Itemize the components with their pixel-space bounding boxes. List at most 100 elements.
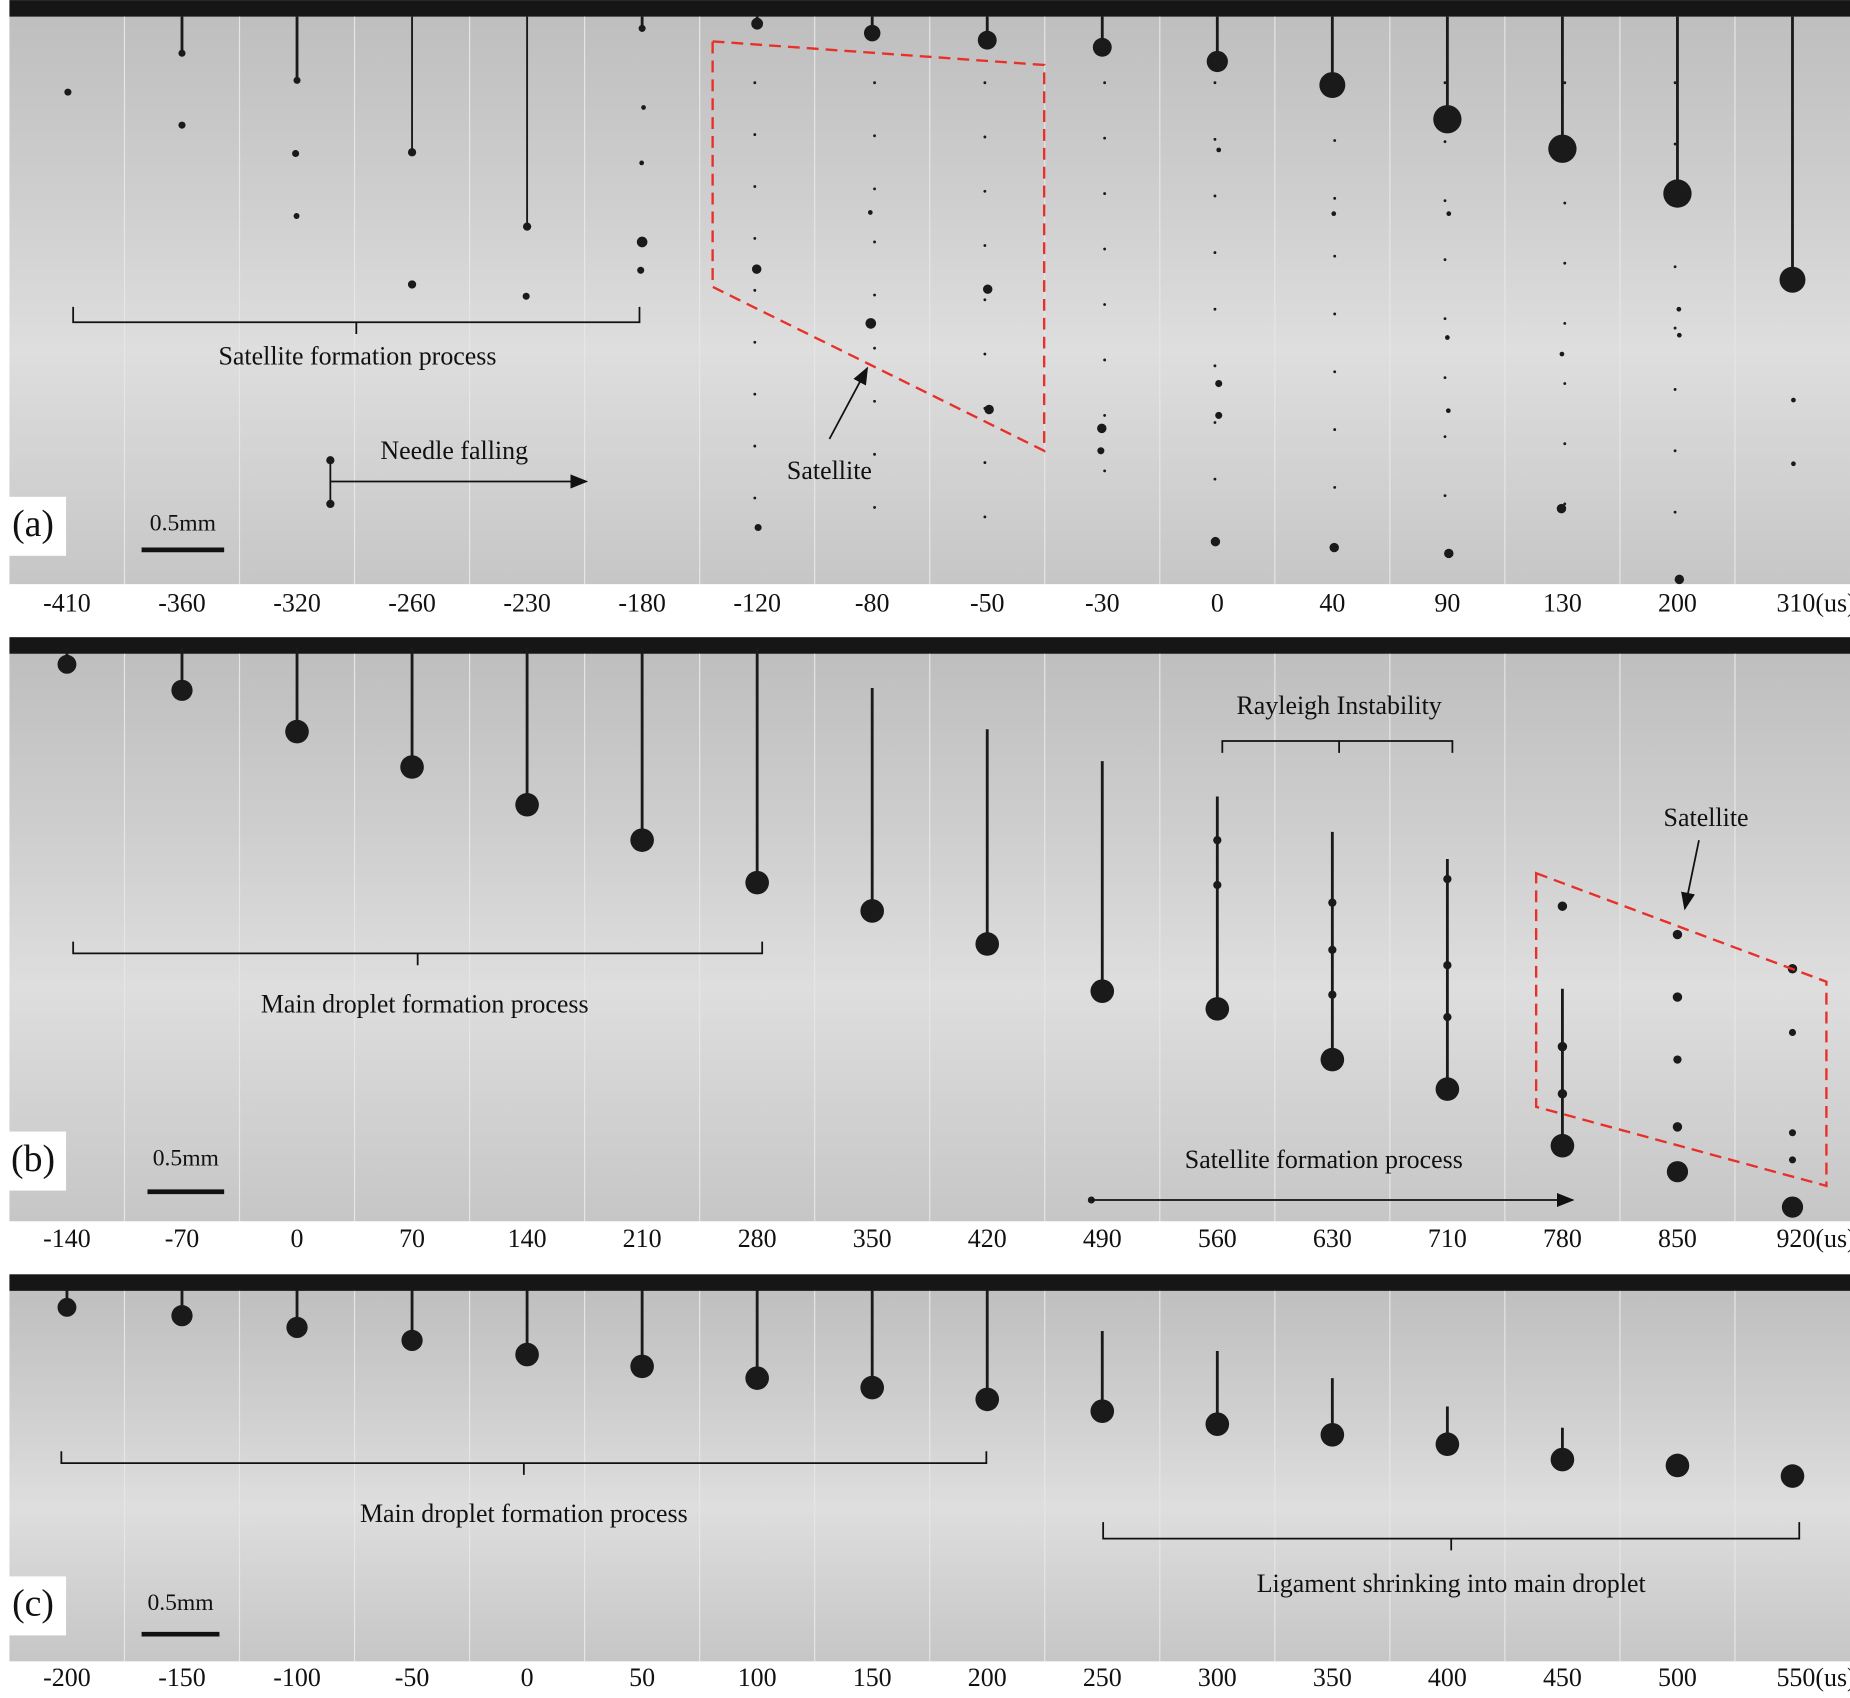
droplet xyxy=(1320,1047,1345,1072)
annotation: Needle falling xyxy=(380,436,528,465)
satellite-droplet xyxy=(1557,1041,1568,1052)
satellite-droplet xyxy=(1328,945,1337,955)
droplet xyxy=(57,654,77,674)
satellite-droplet xyxy=(983,81,987,85)
annotation: Main droplet formation process xyxy=(261,989,589,1018)
satellite-droplet xyxy=(1213,421,1217,424)
time-label: -140 xyxy=(43,1224,91,1253)
droplet xyxy=(178,49,186,57)
time-label: 0 xyxy=(521,1663,534,1692)
satellite-droplet xyxy=(1673,449,1677,453)
annotation: 0.5mm xyxy=(147,1590,213,1616)
annotation: Satellite formation process xyxy=(218,342,496,371)
annotation: (b) xyxy=(11,1138,55,1180)
highlight-box xyxy=(711,40,1046,453)
satellite-droplet xyxy=(641,105,646,110)
satellite-droplet xyxy=(983,406,987,410)
time-label: -100 xyxy=(273,1663,321,1692)
satellite-droplet xyxy=(1557,1089,1568,1099)
satellite-droplet xyxy=(1103,136,1107,140)
time-label: 150 xyxy=(853,1663,892,1692)
satellite-droplet xyxy=(751,264,762,274)
droplet xyxy=(630,828,654,852)
droplet xyxy=(1205,997,1230,1021)
satellite-droplet xyxy=(753,496,757,500)
satellite-droplet xyxy=(753,237,757,240)
highlight-box xyxy=(1534,871,1828,1188)
time-label: 350 xyxy=(1313,1663,1352,1692)
annotation: Rayleigh Instability xyxy=(1236,691,1441,720)
bracket xyxy=(1102,1522,1801,1551)
satellite-droplet xyxy=(326,456,335,465)
satellite-droplet xyxy=(1674,574,1685,585)
satellite-droplet xyxy=(1103,358,1107,362)
annotation: (c) xyxy=(12,1583,54,1625)
time-label: 400 xyxy=(1428,1663,1467,1692)
nozzle-band xyxy=(9,637,1850,654)
label-box xyxy=(4,1131,67,1191)
satellite-droplet xyxy=(1216,147,1222,153)
droplet xyxy=(977,30,997,50)
droplet xyxy=(1779,266,1806,293)
satellite-droplet xyxy=(1333,428,1337,431)
time-label: 50 xyxy=(629,1663,655,1692)
satellite-droplet xyxy=(1333,312,1337,316)
time-label: -260 xyxy=(388,588,436,617)
satellite-droplet xyxy=(1103,81,1107,85)
time-label: 300 xyxy=(1198,1663,1237,1692)
satellite-droplet xyxy=(1333,196,1337,200)
satellite-droplet xyxy=(1103,413,1107,417)
time-label: -50 xyxy=(970,588,1005,617)
satellite-droplet xyxy=(522,222,532,231)
satellite-droplet xyxy=(753,392,757,396)
satellite-droplet xyxy=(1673,265,1677,269)
satellite-droplet xyxy=(1445,335,1450,340)
satellite-droplet xyxy=(292,149,300,158)
droplet xyxy=(860,899,885,923)
satellite-droplet xyxy=(1791,461,1796,467)
time-label: 130 xyxy=(1543,588,1582,617)
satellite-droplet xyxy=(1103,469,1107,473)
satellite-droplet xyxy=(1673,142,1677,146)
satellite-droplet xyxy=(1328,898,1337,907)
annotation: Satellite xyxy=(787,456,872,485)
droplet xyxy=(515,1342,539,1367)
bracket xyxy=(60,1451,988,1475)
time-label: -320 xyxy=(273,588,321,617)
droplet xyxy=(1090,979,1115,1003)
time-label: 560 xyxy=(1198,1224,1237,1253)
satellite-droplet xyxy=(293,213,300,219)
label-box xyxy=(4,496,67,556)
annotation: Satellite formation process xyxy=(1185,1145,1463,1174)
nozzle-band xyxy=(9,0,1850,17)
annotation: 0.5mm xyxy=(150,511,216,537)
satellite-droplet xyxy=(1443,1012,1452,1022)
satellite-droplet xyxy=(983,298,987,302)
satellite-droplet xyxy=(983,189,987,193)
satellite-droplet xyxy=(1443,874,1452,884)
satellite-droplet xyxy=(1563,141,1567,145)
satellite-droplet xyxy=(1443,81,1447,85)
satellite-droplet xyxy=(1333,485,1337,489)
droplet xyxy=(1550,1447,1575,1472)
droplet xyxy=(286,1316,308,1339)
satellite-droplet xyxy=(867,210,873,215)
time-label: 0 xyxy=(291,1224,304,1253)
bracket xyxy=(1221,740,1454,753)
annotation: Main droplet formation process xyxy=(360,1499,688,1528)
time-label: 40 xyxy=(1319,588,1345,617)
arrow xyxy=(828,366,869,440)
satellite-droplet xyxy=(1781,1196,1804,1218)
annotation: Satellite xyxy=(1664,803,1749,832)
satellite-droplet xyxy=(873,293,876,297)
time-label: -230 xyxy=(503,588,551,617)
satellite-droplet xyxy=(754,523,762,532)
satellite-droplet xyxy=(984,404,994,415)
time-label: 710 xyxy=(1428,1224,1467,1253)
satellite-droplet xyxy=(873,240,876,244)
satellite-droplet xyxy=(1563,81,1567,85)
bracket xyxy=(72,306,641,334)
satellite-droplet xyxy=(1333,254,1337,258)
time-label: 280 xyxy=(738,1224,777,1253)
droplet xyxy=(1435,1077,1460,1101)
